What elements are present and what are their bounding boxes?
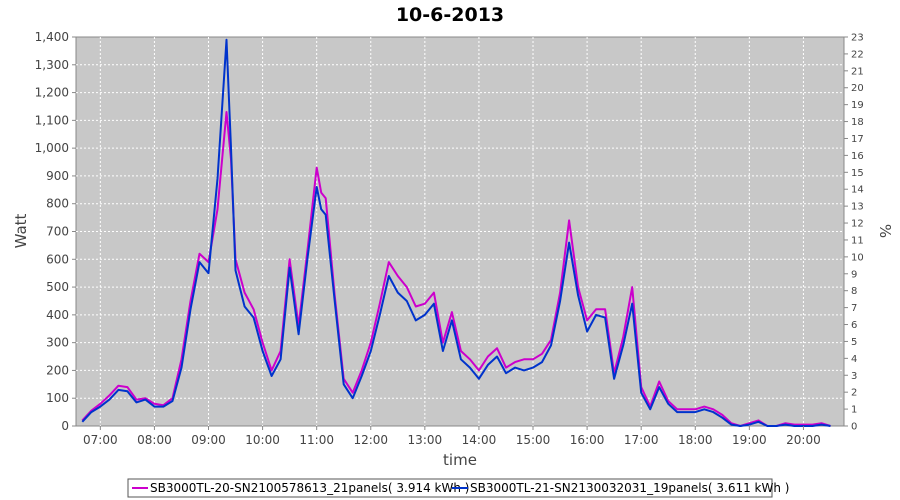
x-tick-label: 13:00 [408,433,443,447]
legend-box [127,478,773,498]
x-tick-label: 20:00 [786,433,821,447]
gridlines [76,37,844,426]
y-tick-label: 500 [46,280,69,294]
y-axis-ticks: 0 100 200 300 400 500 600 700 800 900 1,000 1,100 1,… [35,30,76,433]
chart-title: 10-6-2013 [396,4,504,26]
y2-tick-label: 7 [851,303,857,314]
y2-tick-label: 10 [851,252,864,263]
y2-tick-label: 0 [851,422,857,433]
x-tick-label: 12:00 [353,433,388,447]
y2-tick-label: 16 [851,151,864,162]
x-tick-label: 16:00 [570,433,605,447]
x-tick-label: 09:00 [191,433,226,447]
y-tick-label: 100 [46,391,69,405]
legend-label-series-1: SB3000TL-20-SN2100578613_21panels( 3.914… [150,481,469,495]
series-lines [81,38,831,427]
x-tick-label: 18:00 [678,433,713,447]
y2-tick-label: 19 [851,100,864,111]
y2-tick-label: 5 [851,337,857,348]
y-tick-label: 900 [46,169,69,183]
x-tick-label: 10:00 [245,433,280,447]
y2-tick-label: 23 [851,33,864,44]
y-tick-label: 1,400 [35,30,69,44]
y2-tick-label: 9 [851,269,857,280]
y-tick-label: 300 [46,336,69,350]
y-tick-label: 1,200 [35,86,69,100]
y-tick-label: 1,100 [35,113,69,127]
y2-tick-label: 21 [851,66,864,77]
y-tick-label: 800 [46,197,69,211]
y2-axis-title: % [876,224,894,238]
y2-tick-label: 22 [851,49,864,60]
x-tick-label: 07:00 [83,433,118,447]
y2-tick-label: 18 [851,117,864,128]
x-tick-label: 15:00 [516,433,551,447]
y2-tick-label: 15 [851,168,864,179]
y2-tick-label: 3 [851,371,857,382]
y2-tick-label: 13 [851,202,864,213]
y2-tick-label: 8 [851,286,857,297]
y-tick-label: 700 [46,225,69,239]
x-axis-title: time [443,451,477,469]
x-tick-label: 11:00 [299,433,334,447]
x-tick-label: 14:00 [462,433,497,447]
y-axis-title: Watt [12,213,30,248]
legend-label-series-2: SB3000TL-21-SN2130032031_19panels( 3.611… [470,481,789,495]
y2-tick-label: 12 [851,219,864,230]
y-tick-label: 0 [61,419,69,433]
y2-tick-label: 1 [851,405,857,416]
y-tick-label: 1,000 [35,141,69,155]
y-tick-label: 1,300 [35,58,69,72]
y2-tick-label: 11 [851,235,864,246]
x-axis-ticks: 07:00 08:00 09:00 10:00 11:00 12:00 13:00 14:00… [83,426,821,447]
x-tick-label: 08:00 [137,433,172,447]
x-tick-label: 19:00 [732,433,767,447]
y2-tick-label: 14 [851,185,864,196]
y2-tick-label: 4 [851,354,857,365]
y2-tick-label: 6 [851,320,857,331]
series-line-2 [81,38,831,427]
y2-tick-label: 17 [851,134,864,145]
y2-tick-label: 20 [851,83,864,94]
y-tick-label: 200 [46,363,69,377]
y2-tick-label: 2 [851,388,857,399]
y-tick-label: 600 [46,252,69,266]
y-tick-label: 400 [46,308,69,322]
legend: SB3000TL-20-SN2100578613_21panels( 3.914… [127,478,789,498]
x-tick-label: 17:00 [624,433,659,447]
